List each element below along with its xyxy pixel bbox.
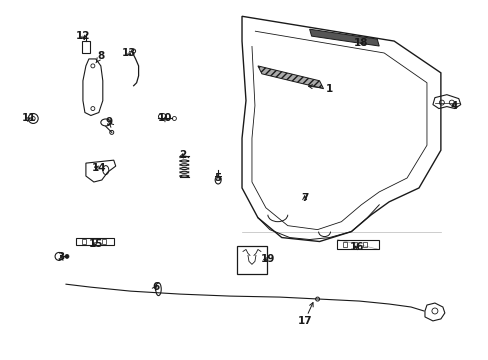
Text: 11: 11	[22, 113, 37, 123]
Ellipse shape	[65, 255, 69, 258]
Text: 18: 18	[353, 38, 368, 48]
Polygon shape	[309, 29, 379, 46]
Text: 3: 3	[57, 252, 64, 262]
Bar	[353, 242, 357, 247]
Text: 16: 16	[349, 243, 364, 252]
Text: 8: 8	[97, 51, 104, 61]
Text: 1: 1	[325, 84, 332, 94]
Text: 4: 4	[449, 100, 457, 111]
Text: 5: 5	[214, 173, 222, 183]
Bar	[82, 41, 90, 53]
Bar	[102, 239, 105, 244]
Text: 6: 6	[152, 282, 159, 292]
Text: 12: 12	[76, 31, 90, 41]
Bar	[363, 242, 366, 247]
Text: 14: 14	[91, 163, 106, 173]
Bar	[92, 239, 96, 244]
Text: 7: 7	[300, 193, 308, 203]
Text: 19: 19	[260, 255, 274, 264]
Text: 17: 17	[297, 316, 311, 326]
Text: 15: 15	[88, 239, 103, 249]
Polygon shape	[257, 66, 323, 89]
Text: 9: 9	[105, 117, 112, 127]
Text: 13: 13	[121, 48, 136, 58]
Text: 2: 2	[179, 150, 185, 160]
Bar	[82, 239, 86, 244]
Bar	[343, 242, 346, 247]
Text: 10: 10	[158, 113, 172, 123]
